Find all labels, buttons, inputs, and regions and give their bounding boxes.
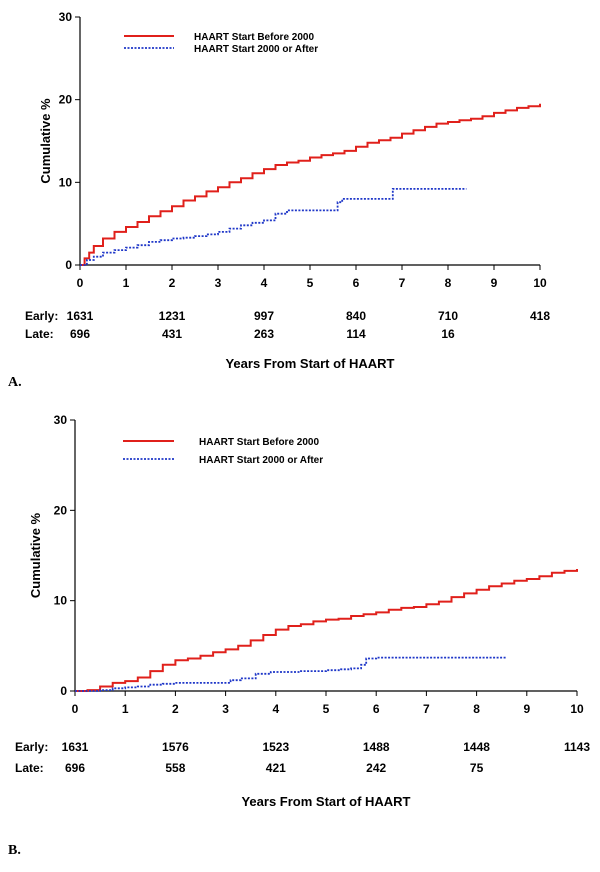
panel-b-risk-value: 1448 bbox=[463, 740, 490, 754]
panel-b-risk-value: 1523 bbox=[262, 740, 289, 754]
panel-a-x-axis-label: Years From Start of HAART bbox=[225, 356, 394, 371]
panel-a-x-tick-label: 2 bbox=[169, 276, 176, 290]
panel-b-y-tick-label: 30 bbox=[54, 413, 68, 427]
panel-a-x-tick-label: 10 bbox=[533, 276, 547, 290]
panel-b-x-tick-label: 4 bbox=[272, 702, 279, 716]
panel-b-risk-value: 1576 bbox=[162, 740, 189, 754]
panel-b-x-tick-label: 0 bbox=[72, 702, 79, 716]
panel-a-risk-value: 263 bbox=[254, 327, 274, 341]
panel-a-legend-label: HAART Start Before 2000 bbox=[194, 32, 314, 43]
panel-a-x-tick-label: 0 bbox=[77, 276, 84, 290]
panel-b-risk-value: 1631 bbox=[62, 740, 89, 754]
panel-a-risk-value: 16 bbox=[441, 327, 455, 341]
panel-b-x-axis-label: Years From Start of HAART bbox=[241, 794, 410, 809]
panel-a-x-tick-label: 7 bbox=[399, 276, 406, 290]
panel-b-x-tick-label: 1 bbox=[122, 702, 129, 716]
panel-b-risk-value: 558 bbox=[165, 761, 185, 775]
panel-b-legend-label: HAART Start Before 2000 bbox=[199, 437, 319, 448]
panel-b-x-tick-label: 9 bbox=[523, 702, 530, 716]
panel-a-risk-value: 696 bbox=[70, 327, 90, 341]
panel-b-x-tick-label: 8 bbox=[473, 702, 480, 716]
panel-a-risk-value: 1231 bbox=[159, 309, 186, 323]
panel-a-x-tick-label: 4 bbox=[261, 276, 268, 290]
panel-b-risk-row-label: Early: bbox=[15, 740, 48, 754]
panel-b-y-tick-label: 0 bbox=[60, 684, 67, 698]
panel-b-series-before-2000-line bbox=[75, 569, 578, 692]
panel-b-risk-value: 1488 bbox=[363, 740, 390, 754]
panel-a-y-tick-label: 10 bbox=[59, 175, 73, 189]
panel-a-y-tick-label: 30 bbox=[59, 10, 73, 24]
panel-a-panel-label: A. bbox=[8, 375, 22, 390]
panel-a-risk-value: 997 bbox=[254, 309, 274, 323]
panel-b-risk-value: 1143 bbox=[564, 740, 590, 754]
panel-a-risk-value: 840 bbox=[346, 309, 366, 323]
panel-a-x-tick-label: 1 bbox=[123, 276, 130, 290]
panel-b-x-tick-label: 3 bbox=[222, 702, 229, 716]
panel-b-panel-label: B. bbox=[8, 843, 21, 858]
panel-a-x-tick-label: 3 bbox=[215, 276, 222, 290]
panel-b-risk-value: 696 bbox=[65, 761, 85, 775]
panel-b-risk-value: 242 bbox=[366, 761, 386, 775]
panel-b-y-tick-label: 10 bbox=[54, 594, 68, 608]
panel-a-y-tick-label: 0 bbox=[65, 258, 72, 272]
panel-b-y-tick-label: 20 bbox=[54, 503, 68, 517]
panel-a-risk-value: 1631 bbox=[67, 309, 94, 323]
panel-b-y-axis-label: Cumulative % bbox=[28, 512, 43, 598]
panel-a-risk-value: 114 bbox=[346, 327, 366, 341]
panel-b-legend-label: HAART Start 2000 or After bbox=[199, 455, 323, 466]
panel-b-risk-row-label: Late: bbox=[15, 761, 44, 775]
panel-b-x-tick-label: 2 bbox=[172, 702, 179, 716]
panel-a-risk-row-label: Early: bbox=[25, 309, 58, 323]
panel-b-x-tick-label: 5 bbox=[323, 702, 330, 716]
panel-a-x-tick-label: 9 bbox=[491, 276, 498, 290]
panel-a-risk-value: 418 bbox=[530, 309, 550, 323]
panel-a-risk-value: 431 bbox=[162, 327, 182, 341]
panel-a-y-axis-label: Cumulative % bbox=[38, 98, 53, 184]
panel-b-risk-value: 421 bbox=[266, 761, 286, 775]
panel-b-x-tick-label: 7 bbox=[423, 702, 430, 716]
panel-a-legend-label: HAART Start 2000 or After bbox=[194, 44, 318, 55]
panel-a-x-tick-label: 8 bbox=[445, 276, 452, 290]
panel-b-x-tick-label: 6 bbox=[373, 702, 380, 716]
panel-b-series-2000-or-after-line bbox=[75, 656, 507, 692]
panel-a-series-before-2000-line bbox=[80, 103, 541, 266]
panel-a-risk-value: 710 bbox=[438, 309, 458, 323]
panel-a-x-tick-label: 5 bbox=[307, 276, 314, 290]
panel-a-series-2000-or-after-line bbox=[80, 188, 467, 266]
panel-b-x-tick-label: 10 bbox=[570, 702, 584, 716]
panel-b-risk-value: 75 bbox=[470, 761, 484, 775]
panel-a-x-tick-label: 6 bbox=[353, 276, 360, 290]
panel-a-y-tick-label: 20 bbox=[59, 93, 73, 107]
panel-a-risk-row-label: Late: bbox=[25, 327, 54, 341]
